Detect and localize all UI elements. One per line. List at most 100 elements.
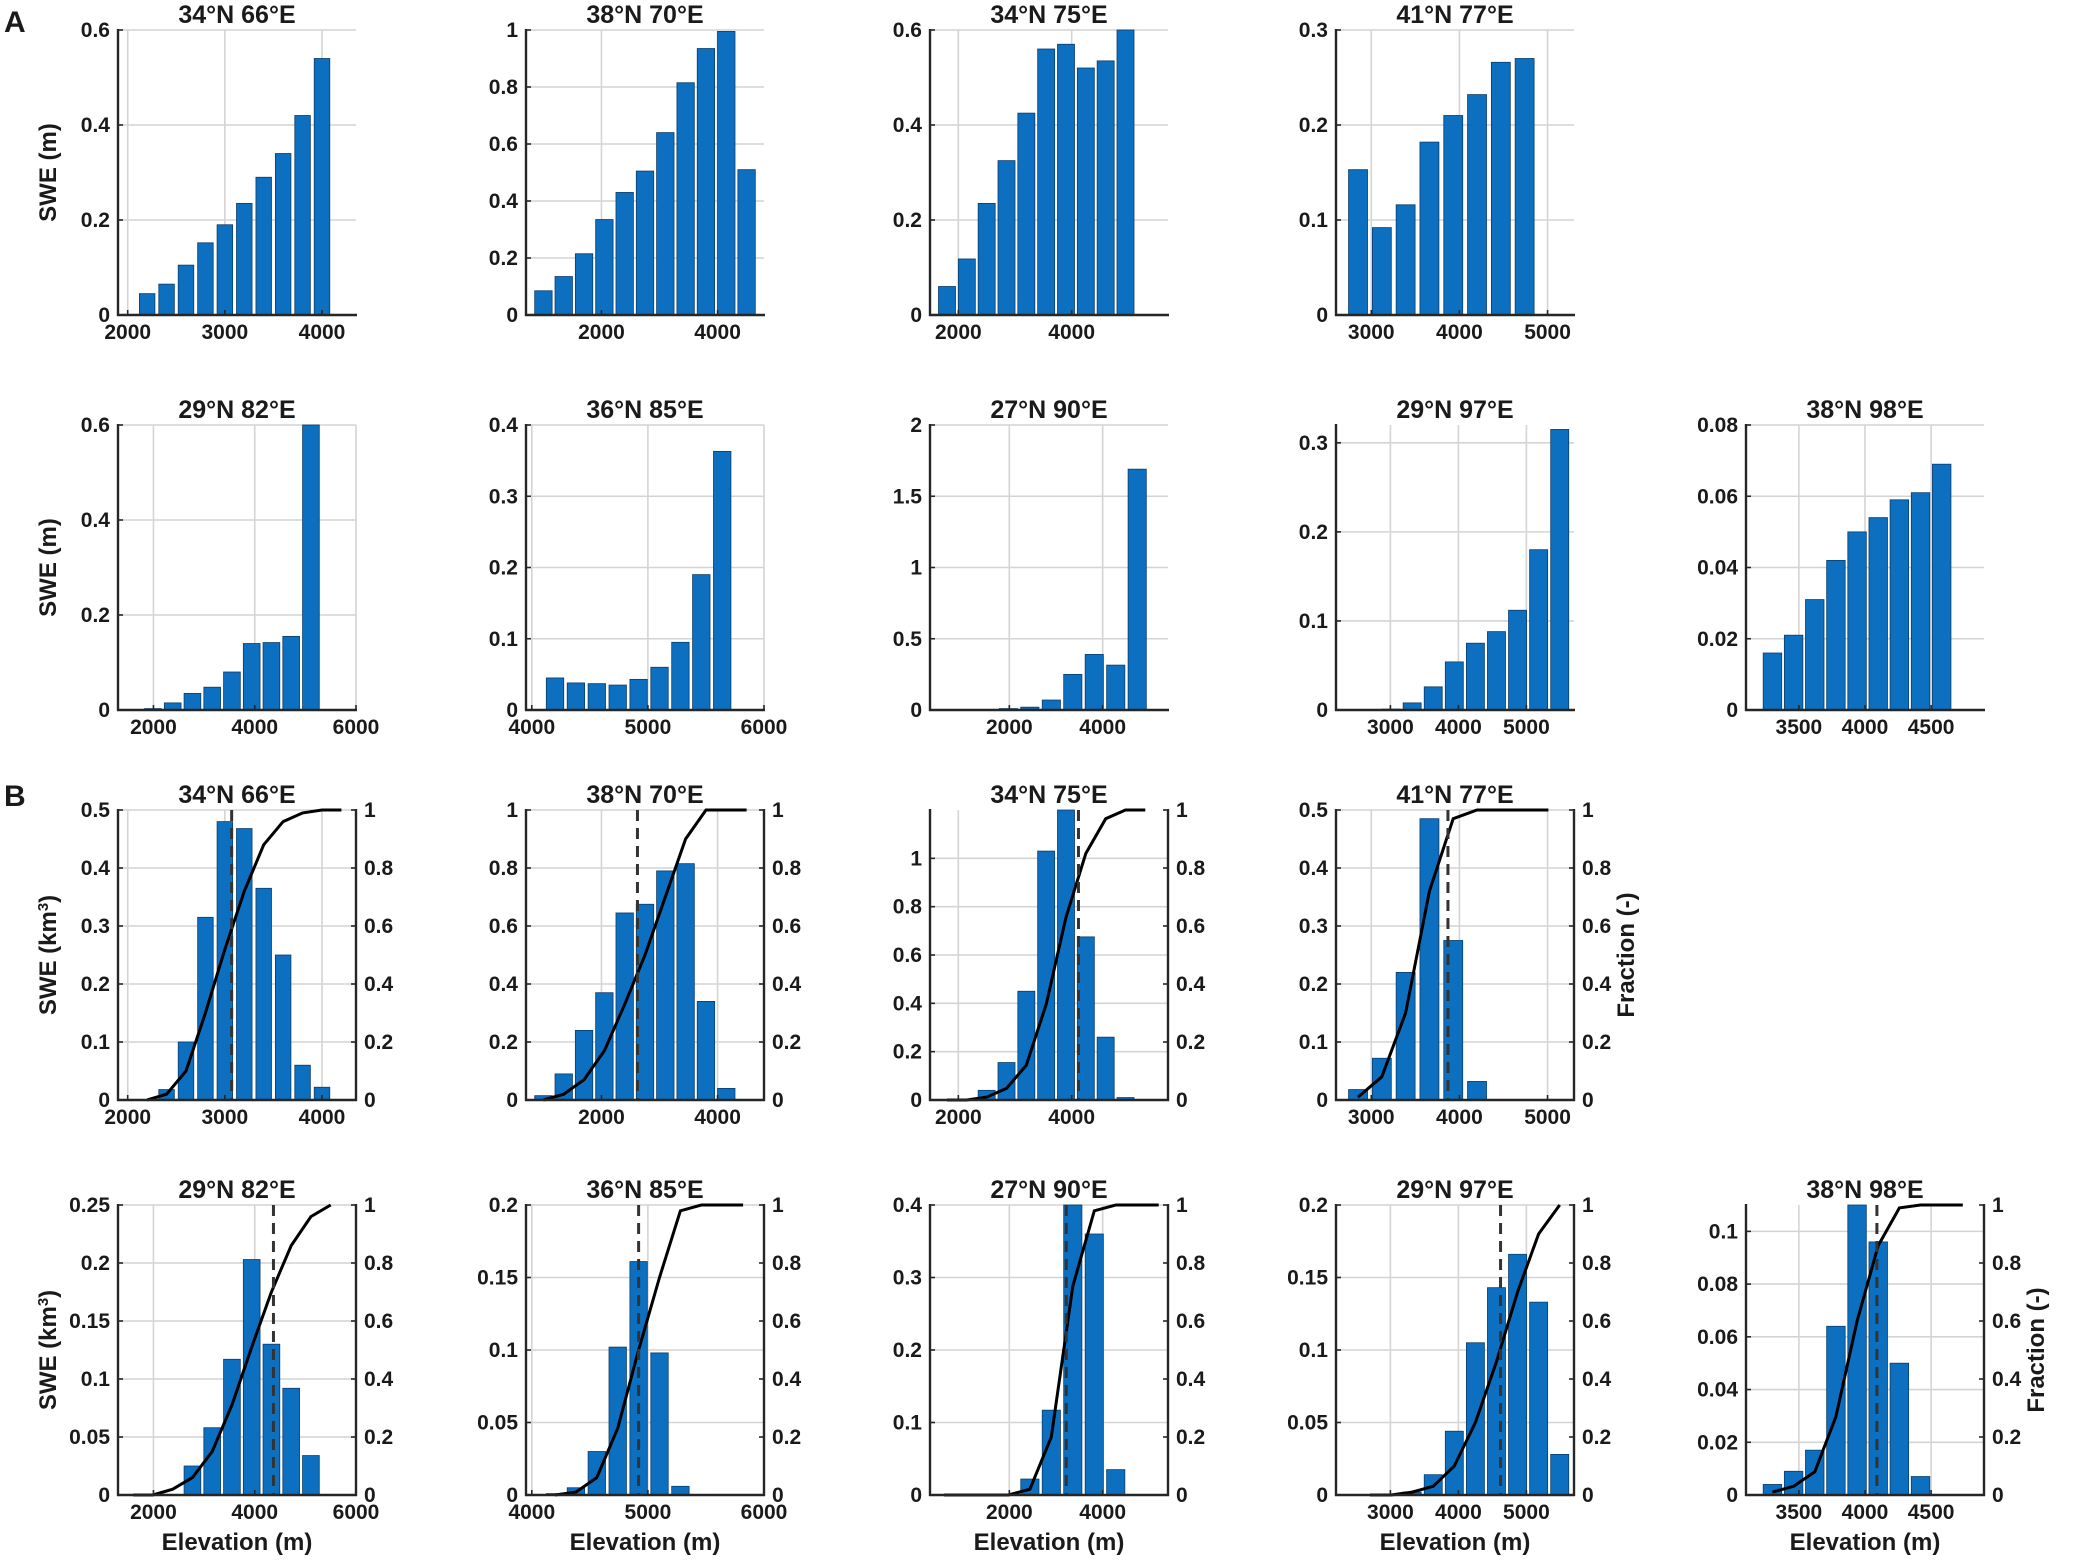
bar [717,1088,736,1101]
y-tick-label: 0.4 [81,509,111,532]
bar [1529,1301,1549,1496]
y-tick-label: 0 [1726,1484,1738,1507]
bar [1514,58,1535,316]
bar [1443,115,1464,316]
y2-tick-label: 1 [1176,1194,1188,1217]
y-tick-label: 1 [910,557,922,580]
bar [1127,468,1147,711]
y-axis-label: SWE (m) [35,123,62,222]
y-tick-label: 0.1 [1299,610,1329,633]
x-tick-label: 4000 [1079,1501,1126,1524]
bar [1783,634,1804,711]
bar [1419,141,1440,316]
x-tick-label: 4000 [1436,321,1483,344]
y2-tick-label: 0.8 [364,1252,394,1275]
y2-tick-label: 0.8 [1992,1252,2022,1275]
x-tick-label: 2000 [986,716,1033,739]
bar [938,286,956,316]
bar [587,1451,606,1496]
y-tick-label: 0.2 [893,1339,922,1362]
y2-tick-label: 0.8 [364,857,394,880]
bar [1057,43,1075,316]
y-tick-label: 0.4 [489,190,519,213]
y-tick-label: 0 [506,1089,518,1112]
y2-tick-label: 0.4 [772,1368,802,1391]
bar [615,192,634,316]
bar [203,686,221,711]
bar [587,683,606,711]
y-tick-label: 0 [1316,304,1328,327]
y-tick-label: 0 [98,304,110,327]
y2-tick-label: 1 [1582,799,1594,822]
y-tick-label: 0.25 [69,1194,110,1217]
x-axis-label: Elevation (m) [1790,1529,1941,1556]
bar [1508,609,1527,711]
y2-tick-label: 1 [1992,1194,2004,1217]
y2-tick-label: 0.2 [772,1426,801,1449]
bar [183,692,202,711]
x-tick-label: 2000 [935,321,982,344]
bar [216,224,234,316]
subplot-title: 34°N 66°E [178,1,295,29]
bar [1419,818,1440,1101]
y-tick-label: 0.2 [489,1031,518,1054]
bar [282,1387,300,1496]
y-tick-label: 0.3 [1299,915,1328,938]
subplot-title: 36°N 85°E [586,396,703,424]
y-tick-label: 0.04 [1697,1379,1738,1402]
bar [534,290,553,316]
y-tick-label: 0 [98,1089,110,1112]
bar [1348,169,1368,316]
subplot-b5: 2000 4000 600000.050.10.150.20.2500.20.40.… [35,1176,394,1556]
bar [656,870,675,1101]
subplot-a6: 4000 5000 6000 0 0.1 0.2 0.3 0.4 36°N 85°E [489,396,788,739]
bar [1932,463,1952,711]
x-tick-label: 4000 [231,716,278,739]
panel-label-b: B [4,780,26,813]
subplot-b3: 2000 4000 0 0.2 0.4 0.6 0.8 1 0 0.2 0.4 0.6 0.8 1 34°N… [893,781,1206,1129]
y2-tick-label: 0.4 [1582,1368,1612,1391]
x-tick-label: 3500 [1776,1501,1823,1524]
y2-tick-label: 0 [1176,1484,1188,1507]
bar [302,1455,320,1496]
bar [1762,652,1783,711]
bar [274,954,292,1101]
y-tick-label: 0.3 [893,1267,922,1290]
x-axis-label: Elevation (m) [162,1529,313,1556]
x-tick-label: 3000 [201,321,248,344]
x-tick-label: 4000 [694,1106,741,1129]
y-axis-label: SWE (km3) [35,1290,63,1410]
y-tick-label: 0.06 [1697,485,1738,508]
y2-tick-label: 0.4 [1582,973,1612,996]
bar [158,283,175,316]
subplot-title: 36°N 85°E [586,1176,703,1204]
x-tick-label: 4000 [694,321,741,344]
cumulative-fraction-line [1357,808,1549,1099]
subplot-a3: 2000 4000 0 0.2 0.4 0.6 34°N 75°E [893,1,1169,344]
y-tick-label: 1 [910,847,922,870]
subplot-title: 27°N 90°E [990,1176,1107,1204]
bar [574,253,594,316]
y2-tick-label: 0.4 [1176,973,1206,996]
panel-label-a: A [4,6,26,39]
y-tick-label: 0.8 [893,896,923,919]
y2-tick-label: 0 [1582,1089,1594,1112]
y2-tick-label: 0.8 [772,857,802,880]
y2-tick-label: 0.4 [1992,1368,2022,1391]
cumulative-fraction-line [133,1203,332,1497]
x-tick-label: 2000 [935,1106,982,1129]
x-tick-label: 4500 [1908,716,1955,739]
y-tick-label: 0.6 [81,19,110,42]
bar [1423,686,1443,711]
bar [1106,664,1126,711]
y-tick-label: 0.6 [81,414,110,437]
subplot-b4: 3000 4000 5000 0 0.1 0.2 0.3 0.4 0.5 0 0.2 0.4 0.6 0.… [1299,781,1640,1129]
bar [236,828,253,1101]
y2-tick-label: 0.6 [1582,915,1611,938]
bar [236,202,253,316]
y-tick-label: 1.5 [893,485,923,508]
bar [1910,492,1931,711]
y-axis-label: SWE (m) [35,518,62,617]
y2-tick-label: 0.6 [1992,1310,2021,1333]
bar [1084,654,1104,711]
